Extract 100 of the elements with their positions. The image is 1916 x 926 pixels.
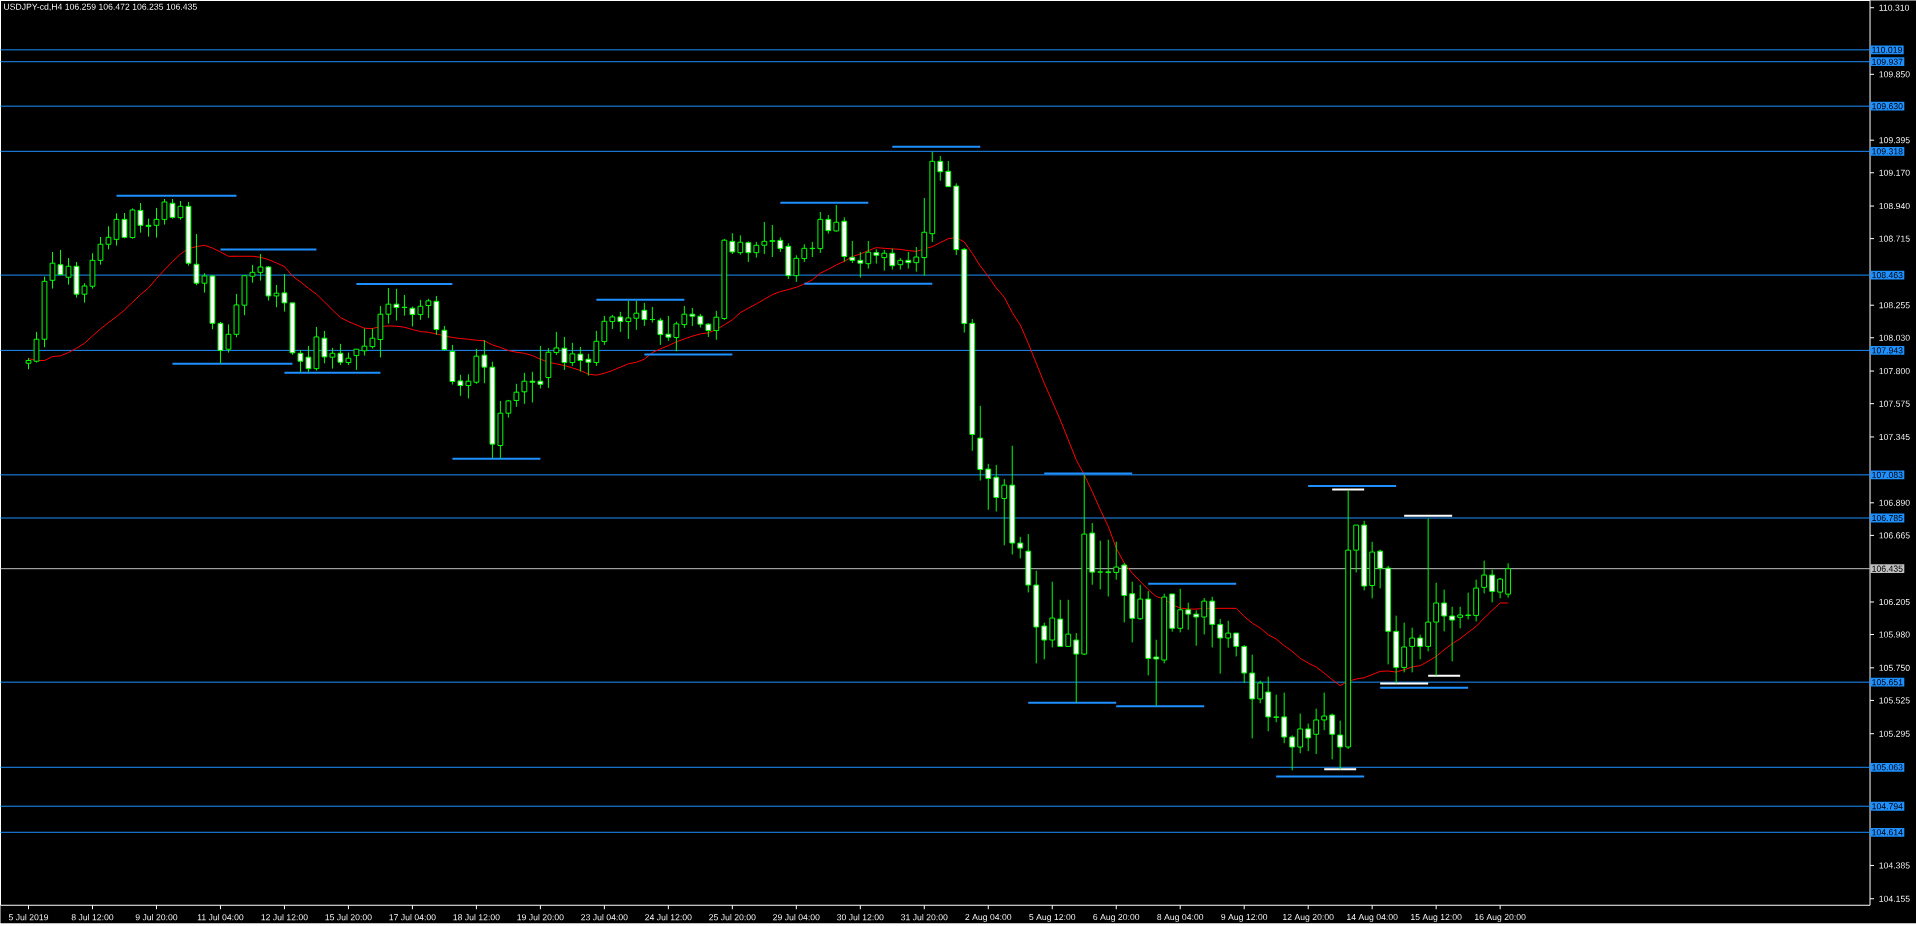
candlestick (1329, 712, 1336, 760)
candlestick (865, 240, 872, 269)
candlestick (1193, 609, 1200, 647)
candlestick (529, 371, 536, 403)
candlestick (993, 464, 1000, 512)
ref-line-label: 106.435 (1872, 565, 1903, 572)
x-tick-label: 25 Jul 20:00 (709, 913, 756, 921)
x-tick-label: 17 Jul 04:00 (389, 913, 436, 921)
candlestick (393, 288, 400, 321)
candlestick (1433, 582, 1440, 677)
candlestick (833, 204, 840, 233)
ref-line-label: 109.318 (1872, 148, 1903, 155)
candlestick (457, 374, 464, 397)
candlestick (1065, 599, 1072, 647)
candlestick (553, 331, 560, 356)
y-tick-label: 108.030 (1879, 334, 1910, 341)
x-tick-label: 15 Aug 12:00 (1411, 913, 1462, 922)
x-tick-label: 16 Aug 20:00 (1475, 913, 1526, 922)
x-tick-label: 23 Jul 04:00 (581, 913, 628, 921)
x-tick-label: 6 Aug 20:00 (1093, 913, 1140, 922)
candlestick (353, 348, 360, 371)
candlestick (425, 298, 432, 319)
candlestick (681, 305, 688, 329)
y-tick-label: 109.395 (1879, 137, 1910, 144)
x-tick-label: 14 Aug 04:00 (1347, 913, 1398, 922)
candlestick (1281, 691, 1288, 744)
ref-line-label: 110.019 (1872, 46, 1902, 53)
candlestick (1001, 478, 1008, 546)
candlestick (673, 320, 680, 352)
ref-line-label: 104.794 (1872, 803, 1903, 810)
candlestick (1257, 680, 1264, 704)
candlestick (1321, 691, 1328, 731)
candlestick (1209, 596, 1216, 648)
candlestick (409, 305, 416, 327)
candlestick (633, 300, 640, 331)
ref-line-label: 105.651 (1872, 678, 1903, 686)
candlestick (713, 310, 720, 341)
candlestick (881, 249, 888, 271)
x-tick-label: 29 Jul 04:00 (773, 913, 820, 921)
y-tick-label: 105.295 (1879, 730, 1910, 737)
candlestick (889, 247, 896, 270)
y-tick-label: 108.940 (1879, 202, 1910, 209)
candlestick (1201, 597, 1208, 635)
candlestick (441, 325, 448, 352)
candlestick (1113, 541, 1120, 581)
candlestick (465, 373, 472, 399)
candlestick (1185, 602, 1192, 631)
candlestick (857, 251, 864, 278)
candlestick (273, 284, 280, 308)
y-tick-label: 105.525 (1879, 697, 1910, 704)
x-tick-label: 5 Jul 2019 (8, 913, 49, 921)
candlestick (745, 240, 752, 263)
x-tick-label: 24 Jul 12:00 (645, 913, 692, 921)
candlestick (601, 315, 608, 346)
candlestick (1217, 618, 1224, 675)
candlestick (945, 160, 952, 188)
ref-line-label: 105.063 (1872, 764, 1903, 771)
candlestick (1097, 540, 1104, 590)
x-tick-label: 8 Aug 04:00 (1157, 913, 1204, 922)
x-tick-label: 11 Jul 04:00 (197, 913, 244, 921)
candlestick (769, 224, 776, 258)
ref-line-label: 109.937 (1872, 58, 1903, 65)
candlestick (617, 311, 624, 333)
x-tick-label: 18 Jul 12:00 (453, 913, 500, 921)
y-tick-label: 110.310 (1879, 4, 1910, 11)
x-tick-label: 15 Jul 20:00 (325, 913, 372, 921)
candlestick (361, 327, 368, 356)
candlestick (1313, 708, 1320, 755)
candlestick (665, 315, 672, 342)
x-tick-label: 31 Jul 20:00 (901, 913, 948, 921)
x-tick-label: 9 Jul 20:00 (135, 913, 178, 921)
candlestick (297, 349, 304, 373)
x-tick-label: 2 Aug 04:00 (965, 913, 1012, 922)
candlestick (793, 254, 800, 283)
x-tick-label: 19 Jul 20:00 (517, 913, 564, 921)
candlestick (1153, 639, 1160, 706)
candlestick (1017, 536, 1024, 559)
candlestick (321, 330, 328, 364)
x-tick-label: 5 Aug 12:00 (1029, 913, 1076, 922)
candlestick (385, 287, 392, 324)
candlestick (1305, 722, 1312, 752)
chart-title: USDJPY-cd,H4 106.259 106.472 106.235 106.435 (4, 3, 197, 11)
candlestick (561, 336, 568, 371)
candlestick (1401, 622, 1408, 673)
candlestick (521, 372, 528, 405)
candlestick (1177, 588, 1184, 633)
candlestick (257, 253, 264, 281)
candlestick (513, 383, 520, 408)
candlestick (1409, 627, 1416, 673)
ref-line-label: 107.943 (1872, 347, 1903, 354)
y-tick-label: 105.750 (1879, 664, 1910, 671)
candlestick (369, 327, 376, 349)
x-tick-label: 30 Jul 12:00 (837, 913, 884, 921)
x-tick-label: 12 Aug 20:00 (1283, 913, 1334, 922)
candlestick (849, 240, 856, 264)
candlestick (281, 273, 288, 312)
candlestick (913, 246, 920, 272)
candlestick (1105, 539, 1112, 597)
y-tick-label: 105.980 (1879, 631, 1910, 638)
candlestick (729, 232, 736, 255)
